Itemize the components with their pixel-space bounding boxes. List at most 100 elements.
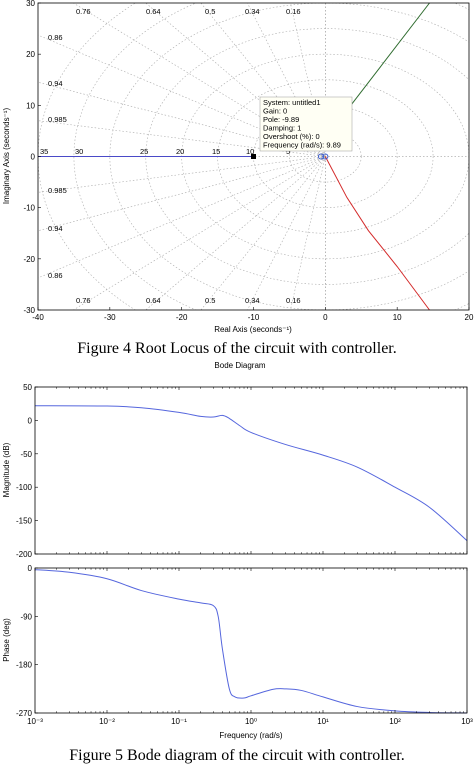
x-tick-label: 10³	[461, 717, 473, 726]
bode-ticks: 10⁻³ 10⁻² 10⁻¹ 10⁰ 10¹ 10² 10³ 50 0 -50 -100 -150 -2…	[16, 383, 473, 726]
damping-label-top: 0.76	[76, 7, 91, 16]
root-locus-branch	[324, 156, 430, 311]
bode-phase-axes-frame	[34, 567, 468, 714]
damping-label-top: 0.64	[146, 7, 161, 16]
magnitude-tick-label: -150	[16, 517, 33, 526]
bode-magnitude-series	[34, 405, 468, 542]
damping-line	[290, 156, 326, 310]
damping-label-left: 0.94	[48, 79, 63, 88]
phase-tick-label: -90	[20, 612, 32, 621]
magnitude-tick-label: 0	[28, 416, 33, 425]
datatip-line: Damping: 1	[263, 124, 301, 133]
frequency-label: 5	[286, 147, 290, 156]
frequency-label: 30	[75, 147, 83, 156]
y-tick-label: 10	[26, 101, 35, 110]
damping-label-left: 0.985	[48, 186, 67, 195]
root-locus-frequency-labels: 35 30 25 20 15 10 5	[40, 147, 290, 156]
bode-phase-series	[34, 569, 468, 714]
root-locus-branch	[346, 2, 430, 111]
bode-x-axis-label: Frequency (rad/s)	[219, 731, 282, 740]
magnitude-tick-label: 50	[23, 383, 32, 392]
root-locus-y-axis-label: Imaginary Axis (seconds⁻¹)	[2, 108, 11, 205]
bode-magnitude-y-axis-label: Magnitude (dB)	[2, 442, 11, 497]
pole-datatip[interactable]: System: untitled1 Gain: 0 Pole: -9.89 Da…	[259, 96, 353, 152]
root-locus-x-axis-label: Real Axis (seconds⁻¹)	[214, 325, 292, 334]
damping-line	[38, 120, 326, 157]
root-locus-damping-labels: 0.76 0.64 0.5 0.34 0.16 0.76 0.64 0.5 0.…	[48, 7, 301, 305]
damping-label-left: 0.94	[48, 224, 63, 233]
damping-label-top: 0.5	[205, 7, 215, 16]
x-tick-label: -10	[248, 313, 260, 322]
magnitude-curve	[34, 405, 468, 542]
x-tick-label: -40	[32, 313, 44, 322]
root-locus-series	[38, 2, 430, 311]
damping-label-bottom: 0.5	[205, 296, 215, 305]
frequency-label: 20	[176, 147, 184, 156]
damping-line	[38, 156, 326, 279]
x-tick-label: -30	[104, 313, 116, 322]
damping-label-bottom: 0.64	[146, 296, 161, 305]
frequency-label: 15	[212, 147, 220, 156]
damping-label-bottom: 0.16	[286, 296, 301, 305]
x-tick-label: 20	[465, 313, 474, 322]
damping-label-bottom: 0.34	[245, 296, 260, 305]
phase-curve	[34, 569, 468, 714]
root-locus-markers	[251, 153, 329, 160]
magnitude-tick-label: -200	[16, 550, 33, 559]
frequency-label: 25	[140, 147, 148, 156]
frequency-circle	[73, 3, 469, 310]
y-tick-label: -10	[23, 204, 35, 213]
bode-phase-y-axis-label: Phase (deg)	[2, 618, 11, 662]
damping-label-left: 0.86	[48, 33, 63, 42]
damping-label-left: 0.985	[48, 115, 67, 124]
y-tick-label: -30	[23, 306, 35, 315]
phase-tick-label: -180	[16, 661, 33, 670]
datatip-line: Pole: -9.89	[263, 115, 299, 124]
y-tick-label: -20	[23, 255, 35, 264]
magnitude-tick-label: -50	[20, 450, 32, 459]
frequency-label: 10	[246, 147, 254, 156]
damping-line	[38, 156, 326, 193]
y-tick-label: 30	[26, 0, 35, 8]
damping-line	[247, 156, 326, 310]
frequency-circle	[38, 3, 136, 310]
x-tick-label: 10¹	[317, 717, 329, 726]
damping-label-bottom: 0.76	[76, 296, 91, 305]
damping-line	[145, 156, 326, 310]
root-locus-grid	[38, 3, 469, 310]
zero-marker	[322, 153, 329, 160]
y-tick-label: 20	[26, 50, 35, 59]
figure-4-caption: Figure 4 Root Locus of the circuit with …	[77, 340, 397, 357]
x-tick-label: 10	[393, 313, 402, 322]
selected-pole-marker	[251, 154, 256, 159]
x-tick-label: 10⁻²	[99, 717, 115, 726]
frequency-label: 35	[40, 147, 48, 156]
x-tick-label: 10⁻¹	[171, 717, 187, 726]
y-tick-label: 0	[31, 153, 36, 162]
bode-magnitude-axes-frame	[34, 386, 468, 555]
phase-tick-label: -270	[16, 709, 33, 718]
damping-line	[200, 156, 326, 310]
bode-title: Bode Diagram	[214, 361, 265, 370]
zero-marker	[317, 153, 325, 160]
damping-label-top: 0.16	[286, 7, 301, 16]
damping-label-top: 0.34	[245, 7, 260, 16]
datatip-line: System: untitled1	[263, 98, 321, 107]
datatip-line: Gain: 0	[263, 107, 287, 116]
magnitude-tick-label: -100	[16, 483, 33, 492]
x-tick-label: 0	[323, 313, 328, 322]
x-tick-label: 10²	[389, 717, 401, 726]
x-tick-label: -20	[176, 313, 188, 322]
datatip-line: Overshoot (%): 0	[263, 132, 320, 141]
phase-tick-label: 0	[28, 564, 33, 573]
figure-5-caption: Figure 5 Bode diagram of the circuit wit…	[69, 747, 404, 764]
damping-line	[72, 156, 326, 310]
damping-label-left: 0.86	[48, 271, 63, 280]
damping-line	[290, 3, 326, 157]
x-tick-label: 10⁻³	[27, 717, 43, 726]
x-tick-label: 10⁰	[245, 717, 257, 726]
datatip-line: Frequency (rad/s): 9.89	[263, 141, 341, 150]
damping-line	[38, 156, 326, 232]
